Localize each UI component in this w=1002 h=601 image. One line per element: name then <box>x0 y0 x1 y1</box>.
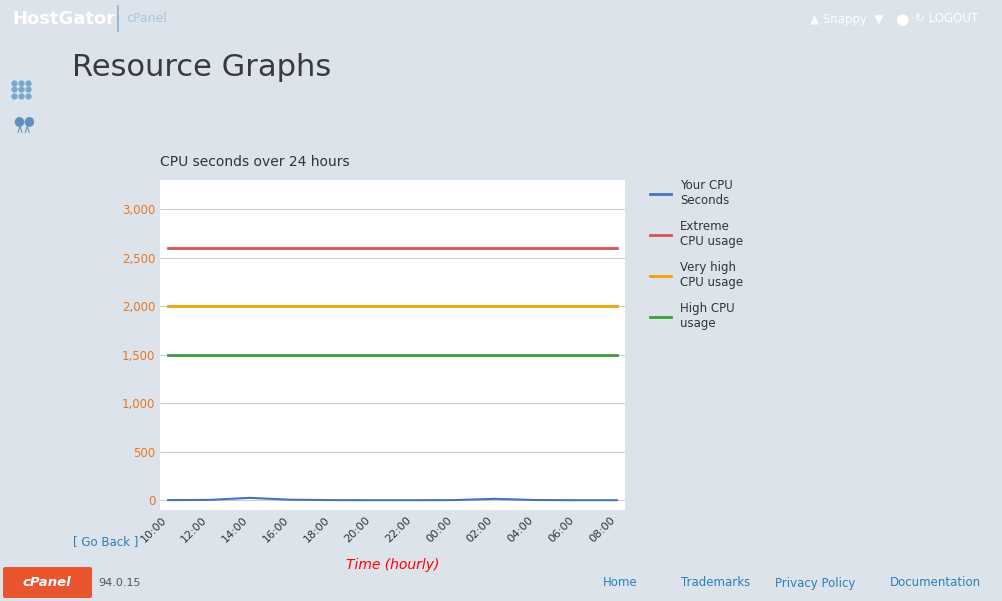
Text: Trademarks: Trademarks <box>680 576 749 590</box>
Text: ∧∧: ∧∧ <box>16 124 32 135</box>
X-axis label: Time (hourly): Time (hourly) <box>346 558 439 572</box>
Text: ●●: ●● <box>13 114 35 127</box>
Text: CPU seconds over 24 hours: CPU seconds over 24 hours <box>160 155 350 169</box>
Text: cPanel: cPanel <box>126 13 166 25</box>
Text: [ Go Back ]: [ Go Back ] <box>72 535 137 548</box>
Legend: Your CPU
Seconds, Extreme
CPU usage, Very high
CPU usage, High CPU
usage: Your CPU Seconds, Extreme CPU usage, Ver… <box>649 179 742 331</box>
Text: ↻ LOGOUT: ↻ LOGOUT <box>914 13 977 25</box>
Text: ▲ Snappy  ▼: ▲ Snappy ▼ <box>810 13 883 25</box>
Text: cPanel: cPanel <box>23 576 71 590</box>
Text: 94.0.15: 94.0.15 <box>98 578 140 588</box>
FancyBboxPatch shape <box>3 567 92 598</box>
Text: HostGator: HostGator <box>12 10 115 28</box>
Text: Documentation: Documentation <box>889 576 980 590</box>
Text: Home: Home <box>602 576 636 590</box>
Text: Privacy Policy: Privacy Policy <box>774 576 855 590</box>
Text: ●: ● <box>894 11 908 26</box>
Text: Resource Graphs: Resource Graphs <box>72 53 331 82</box>
